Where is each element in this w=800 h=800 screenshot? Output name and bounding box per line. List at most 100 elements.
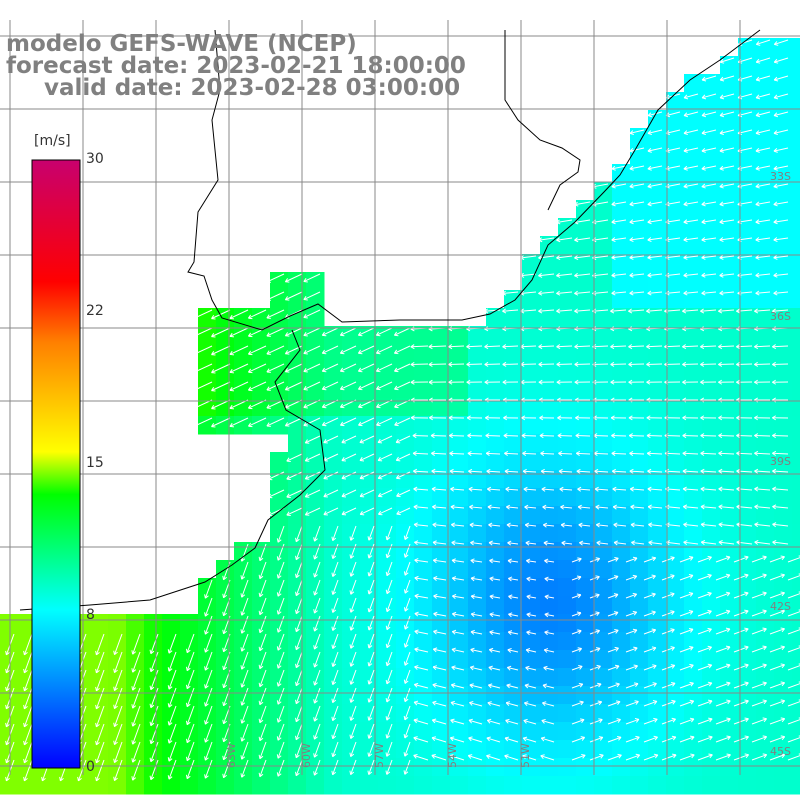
- wind-arrow: [229, 381, 249, 392]
- wind-arrow: [349, 705, 357, 721]
- field-cell: [684, 344, 703, 363]
- field-cell: [630, 362, 649, 381]
- field-cell: [0, 758, 19, 777]
- field-cell: [558, 236, 577, 255]
- wind-arrow: [769, 555, 785, 563]
- field-cell: [792, 56, 800, 75]
- wind-arrow: [377, 489, 393, 498]
- wind-arrow: [556, 379, 573, 385]
- wind-arrow: [313, 525, 321, 542]
- wind-arrow: [538, 361, 555, 367]
- field-cell: [216, 686, 235, 705]
- field-cell: [486, 740, 505, 759]
- wind-arrow: [211, 417, 231, 428]
- field-cell: [324, 524, 343, 543]
- wind-arrow: [403, 561, 411, 576]
- wind-arrow: [431, 468, 447, 474]
- field-cell: [342, 632, 361, 651]
- field-cell: [306, 308, 325, 327]
- wind-arrow: [526, 612, 537, 618]
- field-cell: [306, 344, 325, 363]
- field-cell: [216, 362, 235, 381]
- lat-lon-grid: [0, 20, 800, 775]
- field-cell: [432, 668, 451, 687]
- field-cell: [540, 488, 559, 507]
- field-cell: [630, 560, 649, 579]
- field-cell: [792, 758, 800, 777]
- field-cell: [270, 578, 289, 597]
- wind-arrow: [240, 687, 249, 706]
- field-cell: [504, 596, 523, 615]
- field-cell: [702, 452, 721, 471]
- field-cell: [720, 398, 739, 417]
- field-cell: [432, 416, 451, 435]
- field-cell: [486, 362, 505, 381]
- field-cell: [522, 488, 541, 507]
- wind-arrow: [772, 522, 789, 528]
- field-cell: [540, 722, 559, 741]
- wind-arrow: [502, 361, 519, 367]
- wind-arrow: [403, 543, 411, 558]
- wind-arrow: [450, 683, 465, 689]
- wind-arrow: [524, 683, 537, 689]
- field-cell: [630, 218, 649, 237]
- wind-arrow: [451, 540, 465, 546]
- field-cell: [90, 614, 109, 633]
- wind-arrow: [341, 453, 357, 462]
- field-cell: [216, 632, 235, 651]
- field-cell: [306, 506, 325, 525]
- field-cell: [342, 722, 361, 741]
- field-cell: [792, 632, 800, 651]
- field-cell: [306, 524, 325, 543]
- field-cell: [270, 416, 289, 435]
- wind-arrow: [718, 540, 735, 545]
- wind-arrow: [697, 753, 713, 761]
- wind-arrow: [486, 468, 501, 474]
- field-cell: [558, 632, 577, 651]
- field-cell: [576, 362, 595, 381]
- wind-arrow: [340, 417, 357, 427]
- field-cell: [396, 506, 415, 525]
- field-cell: [450, 596, 469, 615]
- field-cell: [666, 470, 685, 489]
- field-cell: [360, 614, 379, 633]
- wind-arrow: [331, 615, 339, 631]
- field-cell: [576, 326, 595, 345]
- field-cell: [450, 632, 469, 651]
- wind-arrow: [718, 504, 735, 510]
- field-cell: [342, 560, 361, 579]
- field-cell: [198, 416, 217, 435]
- field-cell: [252, 722, 271, 741]
- field-cell: [162, 686, 181, 705]
- wind-arrow: [488, 540, 501, 546]
- field-cell: [702, 236, 721, 255]
- field-cell: [234, 740, 253, 759]
- field-cell: [558, 758, 577, 777]
- wind-arrow: [313, 741, 321, 758]
- field-cell: [198, 704, 217, 723]
- field-cell: [756, 362, 775, 381]
- field-cell: [432, 524, 451, 543]
- field-cell: [162, 722, 181, 741]
- wind-arrow: [313, 651, 321, 668]
- field-cell: [558, 290, 577, 309]
- field-cell: [648, 182, 667, 201]
- wind-arrow: [574, 237, 591, 243]
- field-cell: [756, 38, 775, 57]
- field-cell: [774, 92, 793, 111]
- field-cell: [540, 560, 559, 579]
- wind-arrow: [589, 700, 603, 707]
- field-cell: [558, 308, 577, 327]
- field-cell: [72, 776, 91, 795]
- wind-arrow: [502, 308, 519, 314]
- wind-arrow: [538, 237, 555, 243]
- wind-arrow: [697, 735, 713, 743]
- field-cell: [306, 668, 325, 687]
- field-cell: [414, 614, 433, 633]
- wind-arrow: [396, 507, 411, 516]
- field-cell: [594, 344, 613, 363]
- field-cell: [90, 740, 109, 759]
- wind-arrow: [576, 468, 591, 474]
- field-cell: [486, 632, 505, 651]
- field-cell: [108, 704, 127, 723]
